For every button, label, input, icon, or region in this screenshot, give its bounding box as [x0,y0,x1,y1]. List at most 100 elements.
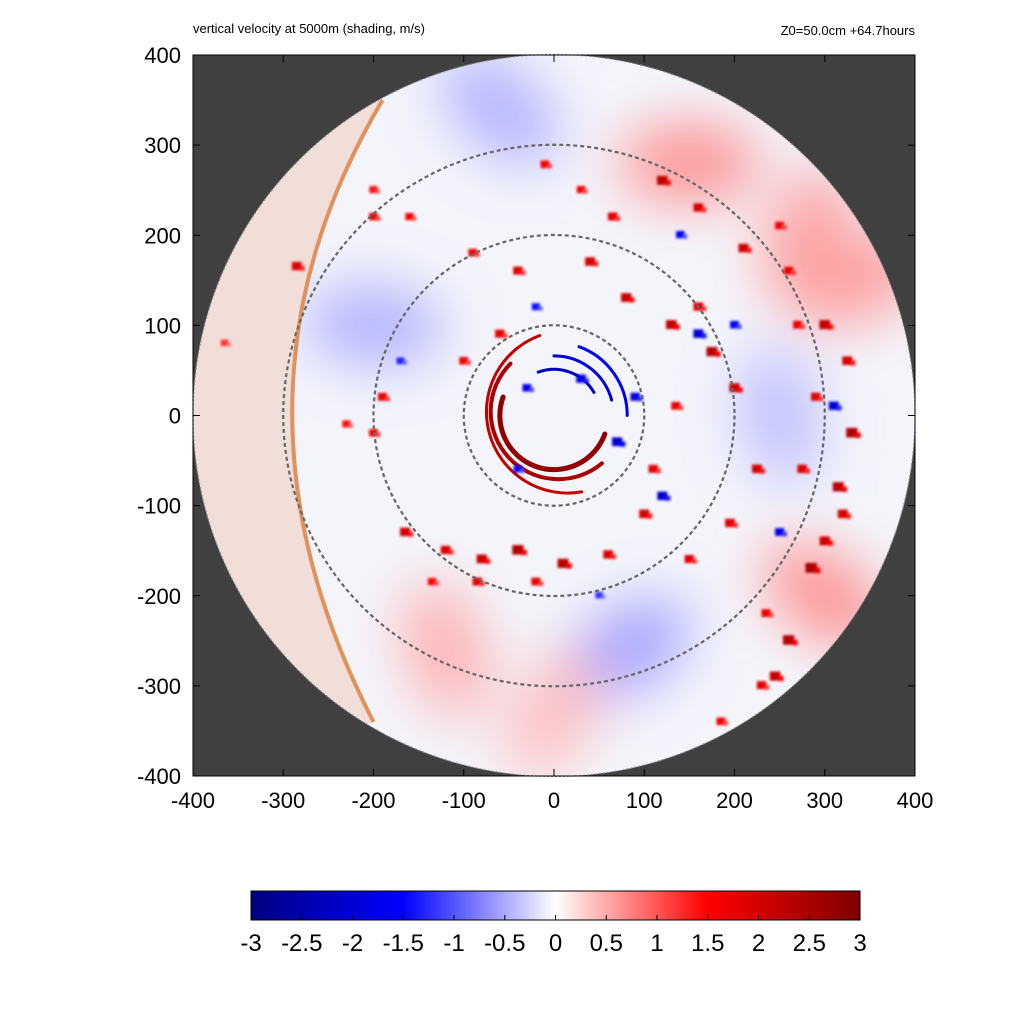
y-tick-label: -100 [137,494,181,519]
downdraft-cell [828,401,839,410]
eyewall-downdraft-arc [577,345,629,417]
downdraft-cell-fragment [601,594,606,599]
y-tick-label: -200 [137,584,181,609]
updraft-cell-fragment [737,387,743,393]
updraft-cell [495,329,505,338]
updraft-cell-fragment [521,549,527,556]
x-tick-label: 200 [716,788,753,813]
updraft-cell [842,356,853,365]
colorbar-ticks: -3 -2.5 -2 -1.5 -1 -0.5 0 0.5 1 1.5 2 2.5 3 [240,915,867,957]
downdraft-cell [396,357,405,365]
downdraft-cell-fragment [701,333,707,339]
updraft-cell-fragment [475,252,480,257]
updraft-cell [811,392,821,401]
updraft-cell-fragment [412,216,417,221]
colorbar-tick-label: -1.5 [383,930,424,957]
updraft-cell-fragment [376,216,381,221]
updraft-cell [342,420,351,428]
downdraft-cell-fragment [520,468,525,473]
updraft-cell-fragment [791,270,796,275]
updraft-cell [693,203,704,212]
updraft-cell [405,212,414,221]
updraft-cell-fragment [732,522,738,528]
colorbar-tick-label: 0 [549,930,562,957]
y-tick-label: 200 [144,223,181,248]
run-annotation: Z0=50.0cm +64.7hours [780,23,915,38]
updraft-cell [576,185,586,194]
updraft-cell [684,555,695,563]
updraft-cell [805,562,817,573]
updraft-cell [472,577,482,586]
updraft-cell-fragment [814,567,821,574]
updraft-cell-fragment [674,324,680,330]
velocity-band [506,647,602,777]
updraft-cell [769,671,781,681]
updraft-cell-fragment [615,216,621,221]
updraft-cell [648,464,658,473]
reference-circle [372,233,736,598]
updraft-cell-fragment [678,405,684,411]
downdraft-cell-fragment [638,396,643,402]
updraft-cell-fragment [385,396,390,402]
updraft-cell [639,509,650,519]
downdraft-cell-fragment [402,360,407,365]
updraft-cell-fragment [466,360,471,365]
colorbar-tick-label: 2 [752,930,765,957]
updraft-cell-fragment [723,721,729,726]
updraft-cell-fragment [792,639,798,646]
updraft-cell-fragment [841,486,848,492]
downdraft-cell [775,528,785,536]
x-tick-label: -100 [442,788,486,813]
downdraft-cell-fragment [782,531,787,537]
colorbar-tick-label: 2.5 [793,930,826,957]
y-tick-label: -300 [137,674,181,699]
x-tick-label: -200 [351,788,395,813]
updraft-cell-fragment [818,396,824,402]
reference-circle [462,324,646,507]
updraft-cell [784,266,794,275]
updraft-cell [540,160,550,169]
updraft-cell [657,175,668,185]
updraft-cell [513,266,523,275]
coastline [290,99,385,723]
y-tick-label: -400 [137,764,181,789]
updraft-cell-fragment [647,513,653,519]
updraft-cell [706,346,718,357]
reference-circle [282,143,826,688]
eyewall-arc [497,394,608,472]
downdraft-cell [522,384,532,392]
colorbar-tick-label: -3 [240,930,261,957]
updraft-cell-fragment [434,581,439,586]
downdraft-cell [595,591,603,599]
updraft-cell [557,558,569,569]
updraft-cell [603,550,613,559]
updraft-cell-fragment [593,261,599,267]
eyewall-arc [485,334,584,495]
downdraft-cell [576,374,586,383]
colorbar-tick-label: -0.5 [484,930,525,957]
updraft-cell [512,545,524,555]
updraft-cell-fragment [665,180,671,186]
downdraft-cell-fragment [620,441,626,447]
eyewall-arc [488,361,604,482]
y-tick-label: 100 [144,313,181,338]
updraft-cell-fragment [226,342,231,347]
x-tick-label: 400 [897,788,934,813]
downdraft-cell [531,303,541,311]
updraft-cell [666,320,677,330]
updraft-cell-fragment [701,207,707,213]
colorbar-tick-label: 1 [650,930,663,957]
y-tick-label: 300 [144,133,181,158]
updraft-cell-fragment [376,432,381,438]
updraft-cell [607,212,618,221]
eyewall-arcs [485,334,629,495]
updraft-cell [756,681,767,690]
updraft-cell [468,248,478,257]
updraft-cell-fragment [448,549,454,555]
downdraft-cell [730,320,739,329]
chart-title: vertical velocity at 5000m (shading, m/s… [193,21,425,36]
updraft-cell-fragment [629,297,635,303]
updraft-cell-fragment [583,189,588,194]
updraft-cell [585,257,596,266]
